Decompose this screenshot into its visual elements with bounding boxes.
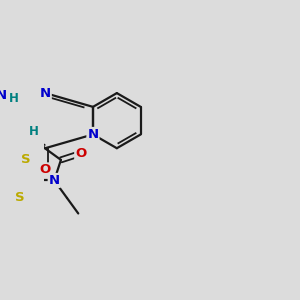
Text: N: N xyxy=(40,87,51,100)
Text: S: S xyxy=(15,191,25,205)
Text: S: S xyxy=(21,153,31,167)
Text: O: O xyxy=(75,147,86,160)
Text: N: N xyxy=(0,89,7,102)
Text: H: H xyxy=(29,124,39,138)
Text: H: H xyxy=(9,92,19,105)
Text: N: N xyxy=(49,174,60,187)
Text: N: N xyxy=(87,128,98,141)
Text: O: O xyxy=(40,164,51,176)
